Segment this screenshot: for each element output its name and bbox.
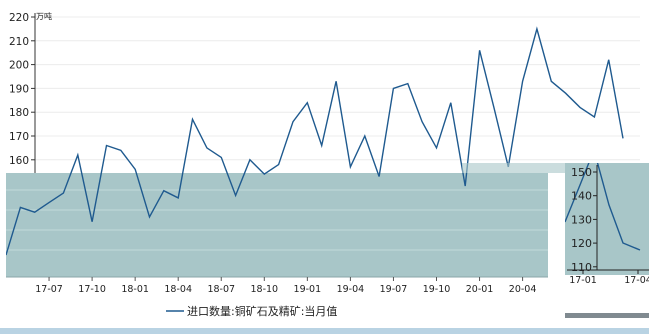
series-line-inset (565, 163, 641, 251)
x-tick-label: 17-10 (78, 284, 106, 295)
y-unit-label: 万吨 (36, 11, 52, 21)
x-tick-label: 18-07 (207, 284, 235, 295)
overlay-artifact-bar (565, 313, 649, 318)
y-tick-label: 160 (9, 155, 29, 167)
y-tick-label: 190 (9, 83, 29, 95)
x-tick-label: 20-01 (466, 284, 494, 295)
inset-y-tick-label: 130 (571, 213, 592, 226)
overlay-artifact-strip (462, 163, 565, 173)
x-tick-label: 18-01 (121, 284, 149, 295)
x-tick-label: 18-04 (164, 284, 192, 295)
x-tick-label: 17-07 (35, 284, 63, 295)
x-axis: 17-07 17-10 18-01 18-04 18-07 18-10 19-01 19-04… (6, 276, 548, 295)
x-tick-label: 20-04 (509, 284, 537, 295)
inset-line-layer (565, 163, 641, 251)
gridlines (35, 16, 640, 161)
panel-gridlines (6, 189, 548, 251)
inset-y-tick-label: 110 (571, 261, 592, 274)
inset-x-tick-label: 17-04 (624, 275, 649, 286)
inset-panel (565, 163, 649, 275)
x-tick-label: 19-07 (380, 284, 408, 295)
y-tick-label: 170 (9, 131, 29, 143)
inset-x-tick-label: 17-01 (569, 275, 597, 286)
x-tick-label: 19-04 (337, 284, 365, 295)
y-tick-label: 200 (9, 60, 29, 72)
y-tick-label: 210 (9, 36, 29, 48)
inset-y-tick-label: 140 (571, 190, 592, 203)
legend-label: 进口数量:铜矿石及精矿:当月值 (187, 304, 337, 318)
x-tick-label: 18-10 (250, 284, 278, 295)
bottom-bar (0, 328, 649, 334)
series-line (70, 26, 624, 173)
inset-y-tick-label: 120 (571, 237, 592, 250)
y-tick-label: 180 (9, 107, 29, 119)
y-axis: 220 210 200 190 180 170 160 万吨 (9, 11, 52, 173)
overlay-panel (6, 173, 548, 277)
legend: 进口数量:铜矿石及精矿:当月值 (166, 304, 337, 318)
y-tick-label: 220 (9, 12, 29, 24)
x-tick-label: 19-01 (294, 284, 322, 295)
inset-y-tick-label: 150 (571, 166, 592, 179)
main-line-layer (70, 26, 624, 173)
x-tick-label: 19-10 (423, 284, 451, 295)
